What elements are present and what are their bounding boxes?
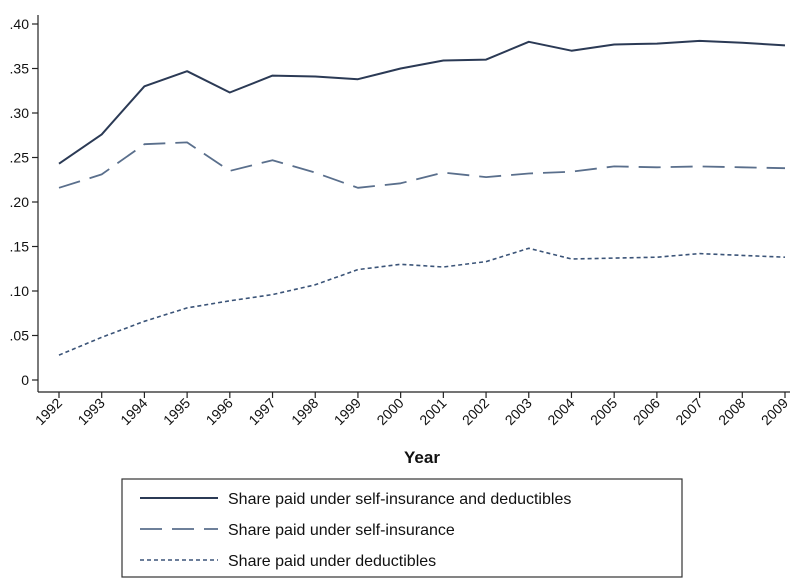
series-line-3 — [58, 247, 786, 356]
x-tick-label: 2007 — [672, 395, 705, 428]
x-tick-label: 1997 — [245, 395, 278, 428]
y-tick-label: .25 — [10, 150, 30, 166]
y-tick-label: .15 — [10, 239, 30, 255]
x-tick-label: 2005 — [587, 395, 620, 428]
x-tick-label: 1996 — [203, 395, 236, 428]
legend: Share paid under self-insurance and dedu… — [121, 478, 683, 578]
plot-area — [37, 15, 790, 393]
y-tick-label: .40 — [10, 16, 30, 32]
x-tick-label: 2003 — [502, 395, 535, 428]
x-tick-label: 2006 — [630, 395, 663, 428]
x-tick-label: 1994 — [117, 395, 150, 428]
series-layer — [58, 39, 786, 356]
x-tick-label: 1998 — [288, 395, 321, 428]
x-axis-title: Year — [404, 448, 440, 467]
y-tick-label: .20 — [10, 194, 30, 210]
x-tick-label: 1995 — [160, 395, 193, 428]
series-line-2 — [58, 141, 786, 189]
y-tick-label: .05 — [10, 328, 30, 344]
x-tick-label: 2002 — [459, 395, 492, 428]
x-tick-label: 2004 — [544, 395, 577, 428]
legend-label-1: Share paid under self-insurance and dedu… — [228, 491, 571, 508]
x-tick-label: 1993 — [74, 395, 107, 428]
x-axis: 1992 1993 1994 1995 1996 1997 1998 1999 2000 2001… — [32, 392, 791, 428]
x-tick-label: 1999 — [331, 395, 364, 428]
series-line-1 — [58, 39, 786, 165]
x-tick-label: 2000 — [373, 395, 406, 428]
legend-label-3: Share paid under deductibles — [228, 553, 436, 570]
y-tick-label: .35 — [10, 61, 30, 77]
y-axis: 0 .05 .10 .15 .20 .25 .30 .35 .40 — [10, 16, 38, 388]
y-tick-label: .30 — [10, 105, 30, 121]
x-tick-label: 2009 — [758, 395, 791, 428]
legend-label-2: Share paid under self-insurance — [228, 522, 455, 539]
x-tick-label: 2008 — [715, 395, 748, 428]
y-tick-label: .10 — [10, 283, 30, 299]
legend-box — [121, 478, 683, 578]
x-tick-label: 2001 — [416, 395, 449, 428]
x-tick-label: 1992 — [32, 395, 65, 428]
y-tick-label: 0 — [21, 372, 29, 388]
